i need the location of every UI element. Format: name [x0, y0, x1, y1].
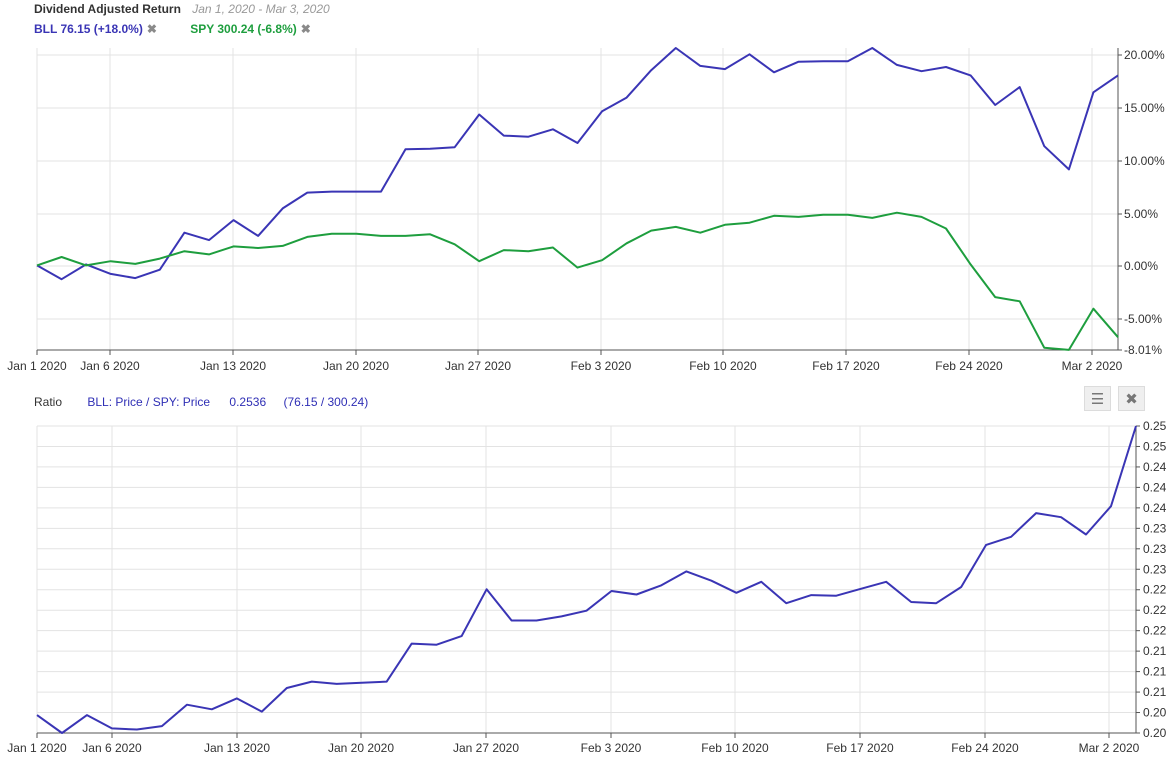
y-tick-label: 0.22: [1143, 603, 1167, 617]
x-tick-label: Jan 1 2020: [7, 741, 67, 755]
legend-label-bll: BLL 76.15 (+18.0%): [34, 22, 143, 36]
x-tick-label: Jan 20 2020: [328, 741, 394, 755]
x-tick-label: Jan 27 2020: [453, 741, 519, 755]
x-tick-label: Feb 24 2020: [935, 359, 1003, 373]
y-tick-label: 0.25: [1143, 419, 1167, 433]
x-tick-label: Feb 17 2020: [826, 741, 894, 755]
x-tick-label: Feb 10 2020: [689, 359, 757, 373]
x-tick-label: Jan 6 2020: [80, 359, 140, 373]
chart-title-row: Dividend Adjusted Return Jan 1, 2020 - M…: [34, 2, 330, 16]
y-tick-label: 0.24: [1143, 501, 1167, 515]
ratio-formula: BLL: Price / SPY: Price: [87, 395, 211, 409]
x-tick-label: Jan 13 2020: [200, 359, 266, 373]
y-tick-label: 5.00%: [1124, 207, 1158, 221]
y-tick-label: 0.22: [1143, 583, 1167, 597]
legend-item-spy[interactable]: SPY 300.24 (-6.8%) ✖: [190, 22, 311, 36]
ratio-label: Ratio: [34, 395, 63, 409]
ratio-header: Ratio BLL: Price / SPY: Price 0.2536 (76…: [34, 395, 368, 409]
ratio-value: 0.2536: [229, 395, 267, 409]
x-tick-label: Jan 20 2020: [323, 359, 389, 373]
x-tick-label: Feb 24 2020: [951, 741, 1019, 755]
y-tick-label: 0.25: [1143, 439, 1167, 453]
legend: BLL 76.15 (+18.0%) ✖ SPY 300.24 (-6.8%) ✖: [34, 22, 341, 36]
y-tick-label: -8.01%: [1124, 343, 1162, 357]
returns-chart: Jan 1 2020 Jan 6 2020 Jan 13 2020 Jan 20 20…: [7, 47, 1165, 373]
x-tick-label: Feb 3 2020: [581, 741, 642, 755]
remove-bll-icon[interactable]: ✖: [146, 22, 157, 36]
y-tick-label: 0.20: [1143, 706, 1167, 720]
remove-spy-icon[interactable]: ✖: [300, 22, 311, 36]
ratio-detail: (76.15 / 300.24): [283, 395, 369, 409]
close-icon: ✖: [1125, 390, 1138, 408]
hamburger-menu-icon: ☰: [1090, 390, 1105, 408]
y-tick-label: 20.00%: [1124, 48, 1165, 62]
x-tick-label: Feb 10 2020: [701, 741, 769, 755]
x-tick-label: Jan 13 2020: [204, 741, 270, 755]
series-line-0: [36, 425, 1137, 734]
y-tick-label: 0.21: [1143, 685, 1167, 699]
y-tick-label: -5.00%: [1124, 312, 1162, 326]
close-chart-button[interactable]: ✖: [1118, 386, 1145, 411]
x-tick-label: Jan 27 2020: [445, 359, 511, 373]
x-tick-label: Jan 6 2020: [82, 741, 142, 755]
y-tick-label: 0.22: [1143, 624, 1167, 638]
legend-item-bll[interactable]: BLL 76.15 (+18.0%) ✖: [34, 22, 160, 36]
ratio-chart: Jan 1 2020 Jan 6 2020 Jan 13 2020 Jan 20 20…: [7, 419, 1167, 755]
y-tick-label: 15.00%: [1124, 101, 1165, 115]
legend-label-spy: SPY 300.24 (-6.8%): [190, 22, 297, 36]
chart-title: Dividend Adjusted Return: [34, 2, 181, 16]
x-tick-label: Jan 1 2020: [7, 359, 67, 373]
x-tick-label: Feb 17 2020: [812, 359, 880, 373]
series-line-1: [36, 211, 1119, 351]
y-tick-label: 0.00%: [1124, 259, 1158, 273]
x-tick-label: Mar 2 2020: [1079, 741, 1140, 755]
y-tick-label: 0.20: [1143, 726, 1167, 740]
y-tick-label: 0.23: [1143, 542, 1167, 556]
y-tick-label: 0.21: [1143, 644, 1167, 658]
x-tick-label: Feb 3 2020: [571, 359, 632, 373]
hamburger-menu-button[interactable]: ☰: [1084, 386, 1111, 411]
y-tick-label: 0.24: [1143, 460, 1167, 474]
y-tick-label: 0.24: [1143, 480, 1167, 494]
date-range: Jan 1, 2020 - Mar 3, 2020: [192, 2, 330, 16]
y-tick-label: 0.23: [1143, 562, 1167, 576]
y-tick-label: 10.00%: [1124, 154, 1165, 168]
y-tick-label: 0.23: [1143, 521, 1167, 535]
y-tick-label: 0.21: [1143, 665, 1167, 679]
series-line-0: [36, 47, 1119, 281]
x-tick-label: Mar 2 2020: [1062, 359, 1123, 373]
